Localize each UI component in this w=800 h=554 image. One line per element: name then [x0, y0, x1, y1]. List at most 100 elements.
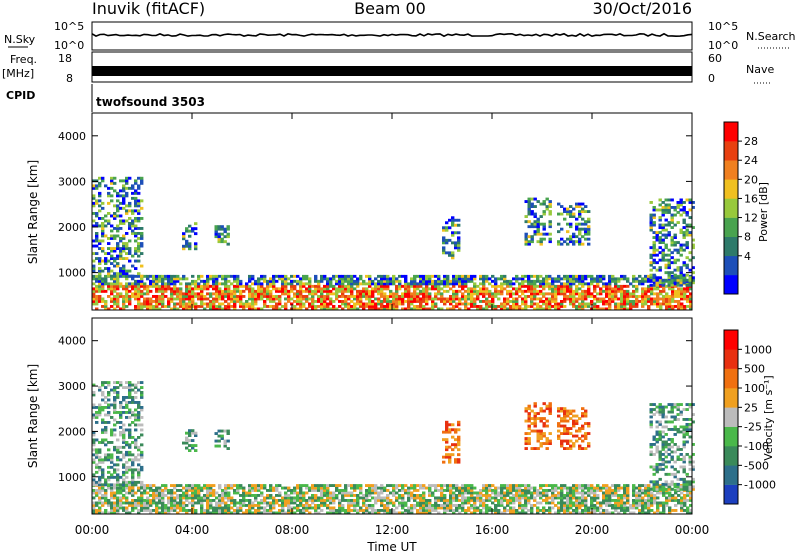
echo-cell [104, 234, 108, 238]
echo-cell [683, 499, 687, 502]
echo-cell [155, 506, 159, 510]
echo-cell [371, 289, 375, 293]
echo-cell [176, 287, 180, 291]
echo-cell [557, 506, 561, 510]
echo-cell [230, 300, 234, 303]
echo-cell [296, 499, 300, 502]
echo-cell [194, 431, 198, 435]
echo-cell [575, 307, 579, 311]
echo-cell [425, 279, 429, 283]
echo-cell [611, 491, 615, 495]
echo-cell [353, 279, 357, 283]
y-tick-label: 1000 [58, 267, 86, 280]
echo-cell [658, 198, 662, 202]
echo-cell [95, 494, 99, 497]
echo-cell [95, 438, 99, 442]
echo-cell [326, 302, 330, 306]
echo-cell [161, 499, 165, 502]
echo-cell [664, 253, 668, 257]
echo-cell [617, 501, 621, 505]
echo-cell [92, 264, 96, 268]
echo-cell [395, 292, 399, 296]
echo-cell [545, 489, 549, 492]
echo-cell [647, 295, 651, 298]
echo-cell [242, 486, 246, 490]
echo-cell [158, 302, 162, 306]
echo-cell [173, 287, 177, 291]
echo-cell [533, 287, 537, 291]
echo-cell [131, 506, 135, 510]
echo-cell [446, 501, 450, 505]
echo-cell [608, 292, 612, 296]
echo-cell [443, 501, 447, 505]
echo-cell [173, 292, 177, 296]
echo-cell [410, 307, 414, 311]
echo-cell [137, 406, 141, 409]
echo-cell [221, 302, 225, 306]
echo-cell [563, 295, 567, 298]
echo-cell [296, 496, 300, 500]
echo-cell [560, 277, 564, 281]
echo-cell [239, 494, 243, 497]
echo-cell [125, 300, 129, 303]
echo-cell [95, 184, 99, 188]
echo-cell [161, 284, 165, 288]
echo-cell [377, 307, 381, 311]
echo-cell [125, 186, 129, 190]
echo-cell [673, 281, 677, 285]
echo-cell [173, 284, 177, 288]
echo-cell [557, 274, 561, 278]
echo-cell [122, 496, 126, 500]
echo-cell [557, 222, 561, 226]
echo-cell [652, 283, 656, 287]
echo-cell [554, 279, 558, 283]
echo-cell [661, 233, 665, 237]
echo-cell [182, 295, 186, 298]
echo-cell [101, 269, 105, 273]
echo-cell [596, 284, 600, 288]
echo-cell [95, 504, 99, 507]
echo-cell [401, 297, 405, 301]
echo-cell [584, 496, 588, 500]
echo-cell [323, 489, 327, 492]
echo-cell [452, 486, 456, 490]
echo-cell [503, 287, 507, 291]
echo-cell [419, 511, 423, 515]
echo-cell [665, 295, 669, 298]
echo-cell [623, 506, 627, 510]
echo-cell [338, 484, 342, 487]
echo-cell [620, 504, 624, 507]
echo-cell [158, 506, 162, 510]
echo-cell [116, 229, 120, 233]
echo-cell [374, 305, 378, 308]
echo-cell [125, 219, 129, 223]
echo-cell [569, 205, 573, 208]
echo-cell [575, 499, 579, 502]
echo-cell [200, 297, 204, 301]
echo-cell [419, 302, 423, 306]
echo-cell [143, 287, 147, 291]
echo-cell [185, 239, 189, 243]
echo-cell [119, 179, 123, 183]
echo-cell [629, 300, 633, 303]
echo-cell [221, 509, 225, 512]
echo-cell [107, 186, 111, 190]
echo-cell [239, 305, 243, 308]
echo-cell [278, 274, 282, 278]
echo-cell [524, 200, 528, 203]
echo-cell [374, 486, 378, 490]
echo-cell [218, 501, 222, 505]
echo-cell [419, 284, 423, 288]
echo-cell [146, 289, 150, 293]
echo-cell [395, 279, 399, 283]
echo-cell [227, 292, 231, 296]
echo-cell [419, 279, 423, 283]
echo-cell [572, 240, 576, 244]
echo-cell [476, 297, 480, 301]
echo-cell [248, 302, 252, 306]
echo-cell [137, 191, 141, 195]
echo-cell [359, 282, 363, 286]
echo-cell [350, 486, 354, 490]
echo-cell [451, 256, 455, 260]
echo-cell [155, 509, 159, 512]
